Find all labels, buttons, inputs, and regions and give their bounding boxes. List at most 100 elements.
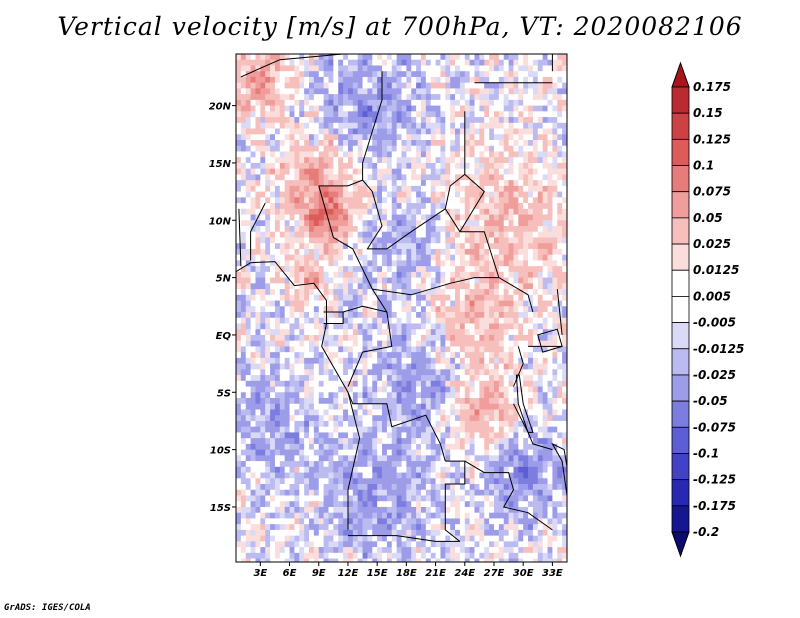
field-cell xyxy=(250,363,256,370)
field-cell xyxy=(362,300,368,307)
field-cell xyxy=(386,409,393,416)
field-cell xyxy=(372,71,378,78)
field-cell xyxy=(493,243,500,250)
field-cell xyxy=(523,174,529,181)
field-cell xyxy=(260,438,266,445)
field-cell xyxy=(469,346,475,353)
field-cell xyxy=(435,162,441,170)
field-cell xyxy=(289,180,295,187)
field-cell xyxy=(313,191,320,198)
field-cell xyxy=(377,357,383,365)
field-cell xyxy=(445,248,451,256)
field-cell xyxy=(420,392,427,399)
field-cell xyxy=(542,266,548,273)
field-cell xyxy=(552,180,558,187)
field-cell xyxy=(313,168,320,175)
field-cell xyxy=(518,203,524,210)
field-cell xyxy=(294,461,300,468)
field-cell xyxy=(284,151,290,158)
field-cell xyxy=(469,231,475,238)
field-cell xyxy=(401,443,407,451)
field-cell xyxy=(518,94,524,101)
field-cell xyxy=(240,426,247,433)
field-cell xyxy=(338,243,344,250)
field-cell xyxy=(372,157,378,164)
field-cell xyxy=(372,455,378,462)
field-cell xyxy=(557,260,563,267)
field-cell xyxy=(309,168,315,175)
field-cell xyxy=(328,128,334,135)
field-cell xyxy=(557,289,563,296)
field-cell xyxy=(445,317,451,324)
field-cell xyxy=(513,59,519,66)
field-cell xyxy=(440,157,446,164)
field-cell xyxy=(245,271,252,279)
field-cell xyxy=(430,375,436,382)
field-cell xyxy=(396,128,402,135)
field-cell xyxy=(304,369,310,376)
field-cell xyxy=(255,289,261,296)
field-cell xyxy=(270,162,276,170)
field-cell xyxy=(236,472,242,479)
field-cell xyxy=(469,94,475,101)
field-cell xyxy=(532,128,539,135)
field-cell xyxy=(299,88,305,95)
field-cell xyxy=(445,134,451,141)
field-cell xyxy=(367,140,373,147)
field-cell xyxy=(372,111,378,118)
field-cell xyxy=(542,271,548,279)
field-cell xyxy=(260,111,266,118)
field-cell xyxy=(416,312,422,319)
field-cell xyxy=(333,157,339,164)
field-cell xyxy=(513,117,519,124)
field-cell xyxy=(518,220,524,227)
field-cell xyxy=(333,197,339,204)
field-cell xyxy=(484,415,490,422)
field-cell xyxy=(513,398,519,405)
field-cell xyxy=(250,208,256,215)
field-cell xyxy=(362,420,368,428)
field-cell xyxy=(406,185,412,192)
field-cell xyxy=(377,254,383,261)
field-cell xyxy=(474,334,480,342)
field-cell xyxy=(367,203,373,210)
field-cell xyxy=(240,82,247,89)
field-cell xyxy=(382,157,388,164)
field-cell xyxy=(450,369,456,376)
field-cell xyxy=(313,65,320,72)
field-cell xyxy=(411,54,417,61)
field-cell xyxy=(323,472,329,479)
field-cell xyxy=(382,185,388,192)
field-cell xyxy=(245,162,252,170)
field-cell xyxy=(552,352,558,359)
field-cell xyxy=(455,168,461,175)
field-cell xyxy=(503,82,509,89)
field-cell xyxy=(537,151,544,158)
field-cell xyxy=(338,432,344,439)
field-cell xyxy=(309,88,315,95)
field-cell xyxy=(343,277,349,284)
field-cell xyxy=(289,117,295,124)
field-cell xyxy=(416,105,422,112)
field-cell xyxy=(323,403,329,410)
field-cell xyxy=(508,352,514,359)
field-cell xyxy=(425,128,432,135)
field-cell xyxy=(328,375,334,382)
field-cell xyxy=(425,203,432,210)
field-cell xyxy=(513,231,519,238)
field-cell xyxy=(386,438,393,445)
field-cell xyxy=(552,231,558,238)
field-cell xyxy=(493,99,500,106)
field-cell xyxy=(274,71,281,78)
field-cell xyxy=(440,277,446,284)
field-cell xyxy=(323,168,329,175)
field-cell xyxy=(245,140,252,147)
field-cell xyxy=(338,312,344,319)
field-cell xyxy=(357,466,363,473)
field-cell xyxy=(309,369,315,376)
field-cell xyxy=(469,105,475,112)
field-cell xyxy=(274,254,281,261)
field-cell xyxy=(479,426,485,433)
field-cell xyxy=(367,329,373,336)
field-cell xyxy=(240,231,247,238)
